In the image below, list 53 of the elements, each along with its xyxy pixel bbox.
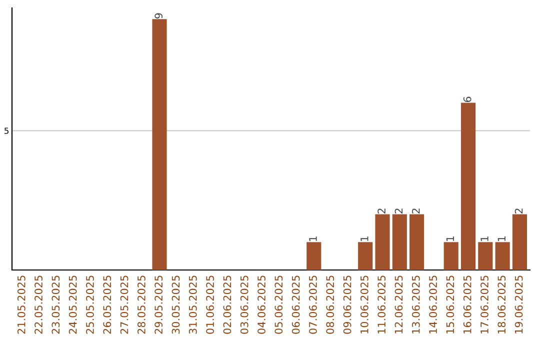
x-tick-label: 27.05.2025: [120, 276, 128, 334]
bar: [512, 214, 527, 270]
x-tick-label: 18.06.2025: [498, 276, 506, 334]
bar: [460, 102, 476, 270]
data-label: 1: [446, 236, 454, 241]
x-tick-label: 22.05.2025: [34, 276, 42, 334]
x-tick-label: 24.05.2025: [68, 276, 77, 334]
x-tick-label: 28.05.2025: [138, 276, 146, 334]
x-tick-label: 13.06.2025: [412, 276, 420, 334]
data-label: 2: [514, 208, 523, 214]
y-tick-label: 5: [4, 128, 8, 134]
x-tick-label: 02.06.2025: [223, 276, 232, 334]
x-tick-label: 01.06.2025: [206, 276, 214, 334]
x-tick-label: 26.05.2025: [103, 276, 112, 334]
data-label: 1: [360, 236, 368, 241]
bar: [306, 242, 322, 270]
bar: [358, 242, 373, 270]
bar: [392, 214, 407, 270]
bar: [375, 214, 390, 270]
x-tick-label: 31.05.2025: [188, 276, 197, 334]
x-tick-label: 23.05.2025: [52, 276, 60, 334]
bar: [478, 242, 493, 270]
data-label: 6: [463, 96, 472, 102]
x-tick-label: 25.05.2025: [86, 276, 94, 334]
x-tick-label: 17.06.2025: [480, 276, 488, 334]
data-label: 2: [412, 208, 420, 214]
x-tick-label: 29.05.2025: [154, 276, 163, 334]
x-tick-label: 19.06.2025: [514, 276, 523, 334]
x-tick-label: 10.06.2025: [360, 276, 368, 334]
data-label: 1: [498, 236, 506, 241]
x-tick-label: 30.05.2025: [172, 276, 180, 334]
bar: [444, 242, 458, 270]
x-tick-label: 21.05.2025: [17, 276, 26, 334]
x-tick-label: 05.06.2025: [274, 276, 283, 334]
x-tick-label: 07.06.2025: [309, 276, 317, 334]
data-label: 1: [309, 236, 317, 241]
x-tick-label: 15.06.2025: [446, 276, 454, 334]
x-tick-label: 08.06.2025: [326, 276, 334, 334]
bar: [495, 242, 510, 270]
data-label: 2: [394, 208, 403, 214]
x-tick-label: 14.06.2025: [429, 276, 437, 334]
x-tick-label: 03.06.2025: [240, 276, 248, 334]
x-tick-label: 12.06.2025: [394, 276, 403, 334]
x-tick-label: 16.06.2025: [463, 276, 472, 334]
bar: [410, 214, 424, 270]
bar: [152, 19, 167, 270]
data-label: 2: [378, 208, 386, 214]
data-label: 1: [480, 236, 488, 241]
x-tick-label: 09.06.2025: [343, 276, 352, 334]
x-tick-label: 11.06.2025: [378, 276, 386, 334]
x-tick-label: 04.06.2025: [258, 276, 266, 334]
data-label: 9: [154, 13, 163, 18]
x-tick-label: 06.06.2025: [292, 276, 300, 334]
